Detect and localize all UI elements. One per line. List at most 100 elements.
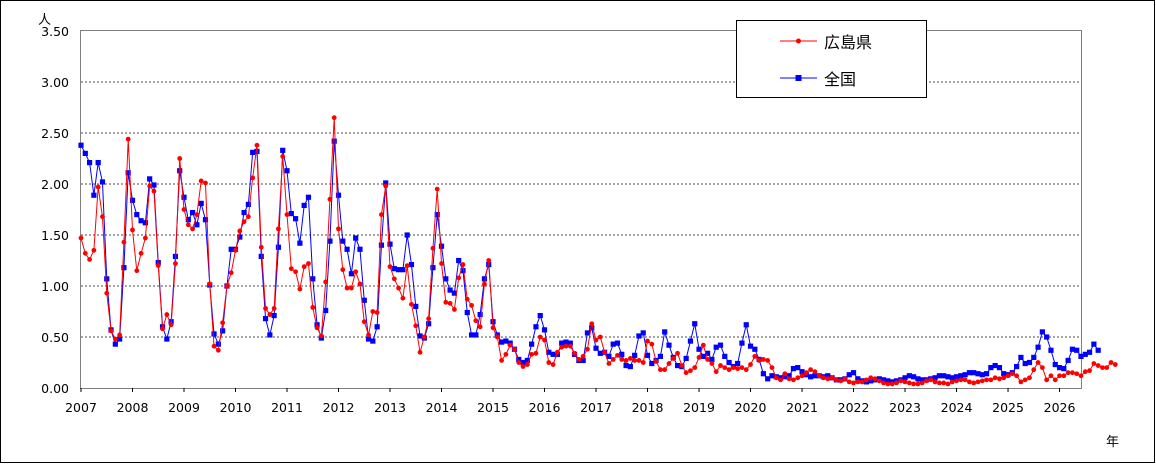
data-point — [288, 210, 294, 217]
data-point — [460, 262, 466, 267]
x-tick-label: 2022 — [838, 400, 870, 415]
data-point — [584, 330, 591, 336]
data-point — [297, 240, 303, 246]
x-tick-label: 2020 — [735, 400, 767, 415]
data-point — [404, 232, 410, 238]
data-point — [1014, 363, 1020, 370]
data-point — [627, 356, 633, 361]
data-point — [928, 377, 934, 383]
data-point — [340, 267, 346, 273]
x-tick-label: 2021 — [786, 400, 818, 415]
data-point — [726, 367, 732, 373]
data-point — [404, 263, 410, 268]
data-point — [1022, 360, 1028, 367]
data-point — [1001, 375, 1007, 381]
data-point — [563, 343, 569, 349]
data-point — [168, 322, 174, 328]
data-point — [357, 281, 363, 287]
data-point — [258, 253, 264, 260]
data-point — [434, 186, 440, 192]
y-tick-label: 0.50 — [41, 330, 69, 345]
data-point — [417, 333, 423, 339]
data-point — [426, 321, 432, 327]
data-point — [722, 353, 728, 359]
data-point — [791, 377, 796, 383]
data-point — [1031, 367, 1037, 373]
data-point — [812, 373, 818, 379]
data-point — [713, 369, 719, 375]
data-point — [378, 242, 385, 248]
data-point — [902, 379, 908, 385]
data-point — [250, 175, 256, 181]
data-point — [121, 239, 127, 245]
data-point — [275, 244, 282, 250]
data-point — [224, 283, 230, 289]
data-point — [353, 235, 359, 241]
data-point — [400, 267, 406, 273]
x-tick-label: 2019 — [683, 400, 715, 415]
y-tick-label: 2.50 — [41, 126, 69, 141]
data-point — [1048, 373, 1054, 379]
data-point — [782, 371, 788, 377]
data-point — [915, 376, 921, 382]
data-point — [1065, 357, 1071, 364]
data-point — [662, 329, 668, 335]
data-point — [220, 320, 226, 326]
x-tick-label: 2007 — [65, 400, 97, 415]
data-point — [468, 332, 475, 338]
data-point — [262, 316, 269, 322]
data-point — [408, 261, 415, 268]
data-point — [709, 361, 715, 366]
data-point — [700, 342, 706, 348]
x-tick-label: 2010 — [220, 400, 252, 415]
data-point — [117, 336, 123, 342]
data-point — [220, 328, 226, 334]
data-point — [387, 264, 393, 270]
x-tick-label: 2026 — [1044, 400, 1076, 415]
data-point — [954, 378, 959, 384]
data-point — [125, 136, 131, 142]
data-point — [516, 360, 522, 365]
data-point — [748, 362, 753, 367]
x-tick-label: 2017 — [580, 400, 612, 415]
data-point — [1031, 354, 1037, 360]
data-point — [361, 319, 367, 325]
data-point — [284, 212, 290, 218]
data-point — [778, 377, 783, 383]
x-tick-label: 2014 — [426, 400, 458, 415]
data-point — [537, 312, 543, 319]
data-point — [606, 361, 612, 366]
data-point — [482, 281, 487, 287]
data-point — [692, 365, 698, 370]
data-point — [868, 375, 874, 381]
data-point — [164, 312, 170, 317]
data-point — [593, 337, 599, 343]
data-point — [597, 334, 603, 340]
data-point — [147, 176, 153, 182]
data-point — [117, 332, 123, 338]
data-point — [202, 217, 209, 223]
data-point — [310, 276, 316, 282]
data-point — [546, 349, 552, 355]
legend-box — [736, 20, 927, 98]
data-point — [138, 250, 144, 256]
data-point — [464, 296, 470, 302]
data-point — [644, 352, 651, 358]
data-point — [593, 345, 599, 351]
data-point — [958, 377, 964, 383]
data-point — [932, 375, 938, 381]
data-point — [1082, 351, 1088, 357]
data-point — [396, 285, 401, 291]
data-point — [563, 339, 569, 345]
data-point — [1078, 353, 1084, 359]
data-point — [331, 138, 337, 144]
data-point — [374, 324, 380, 330]
data-point — [520, 364, 526, 369]
data-point — [95, 184, 101, 190]
data-point — [383, 183, 389, 189]
data-point — [936, 373, 942, 379]
data-point — [1095, 363, 1101, 368]
x-axis-ticks: 2007 2008 2009 2010 2011 2012 2013 2014 2015 2016… — [65, 388, 1075, 415]
x-tick-label: 2008 — [117, 400, 149, 415]
data-point — [348, 285, 354, 291]
